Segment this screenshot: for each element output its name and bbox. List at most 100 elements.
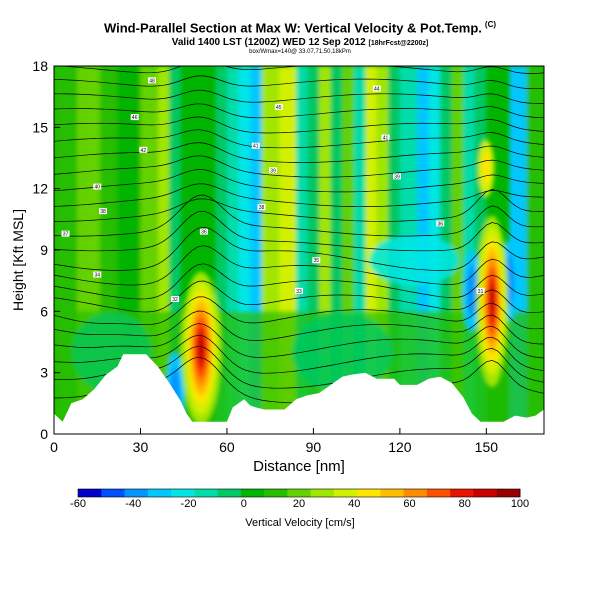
- theta-contour-line: [54, 323, 544, 359]
- theta-contour-line: [54, 194, 544, 237]
- theta-contour-label: 40: [93, 183, 102, 191]
- theta-contour-label: 39: [269, 167, 278, 174]
- contour-label-text: 40: [94, 185, 100, 191]
- colorbar-tick-label: 100: [511, 498, 529, 510]
- colorbar: -60 -40 -20 0 20 40 60 80 100: [70, 488, 529, 510]
- velocity-band: [296, 66, 308, 434]
- theta-contour-line: [54, 45, 544, 59]
- colorbar-tick-label: -60: [70, 498, 86, 510]
- velocity-band: [157, 66, 170, 434]
- colorbar-tick-label: 60: [403, 498, 415, 510]
- theta-contour-label: 31: [476, 287, 485, 295]
- contour-label-bg: [171, 296, 180, 303]
- colorbar-swatch: [310, 489, 335, 497]
- colorbar-swatch: [380, 489, 405, 497]
- y-tick-label: 6: [40, 303, 48, 319]
- velocity-band: [330, 66, 343, 434]
- velocity-band: [307, 66, 320, 434]
- theta-contour-line: [54, 116, 544, 134]
- contour-label-bg: [274, 103, 283, 110]
- colorbar-swatch: [403, 489, 428, 497]
- contour-label-text: 37: [63, 232, 69, 238]
- colorbar-frame: [77, 488, 521, 498]
- x-tick-label: 120: [388, 439, 412, 455]
- colorbar-swatch: [426, 489, 451, 497]
- contour-label-text: 45: [276, 105, 282, 111]
- velocity-band: [342, 66, 354, 434]
- contour-label-text: 38: [100, 209, 106, 215]
- colorbar-tick-label: 20: [293, 498, 305, 510]
- theta-contour-line: [54, 280, 544, 314]
- contour-label-bg: [148, 77, 156, 84]
- velocity-band: [319, 66, 331, 434]
- chart-title: Wind-Parallel Section at Max W: Vertical…: [103, 20, 497, 36]
- colorbar-tick-label: 40: [348, 498, 360, 510]
- theta-contour-line: [54, 103, 544, 119]
- contour-label-text: 34: [94, 273, 100, 279]
- contour-label-text: 31: [478, 289, 484, 295]
- contour-label-text: 38: [259, 205, 265, 211]
- theta-contour-line: [54, 310, 544, 345]
- theta-contour-line: [54, 75, 544, 90]
- colorbar-swatch: [217, 489, 242, 497]
- velocity-band: [353, 66, 366, 434]
- colorbar-tick-label: 80: [459, 498, 471, 510]
- contour-label-bg: [93, 183, 102, 190]
- colorbar-swatch: [496, 489, 521, 497]
- colorbar-swatch: [171, 489, 195, 497]
- y-axis-label: Height [Kft MSL]: [10, 209, 26, 311]
- contour-label-text: 32: [172, 297, 178, 303]
- y-tick-label: 15: [32, 119, 48, 135]
- contour-label-bg: [436, 220, 445, 227]
- y-axis-label-box: Height [Kft MSL]: [8, 209, 28, 311]
- theta-contour-line: [54, 296, 544, 330]
- contour-label-bg: [393, 173, 401, 180]
- terrain-mask: [54, 354, 544, 434]
- theta-contour-line: [54, 169, 544, 193]
- colorbar-label: Vertical Velocity [cm/s]: [245, 517, 355, 529]
- theta-contour-line: [54, 263, 544, 300]
- colorbar-swatch: [240, 489, 265, 497]
- contour-label-bg: [372, 85, 381, 92]
- contour-label-text: 35: [314, 258, 320, 264]
- theta-contour-line: [54, 226, 544, 271]
- velocity-band: [292, 312, 393, 393]
- x-tick-label: 0: [50, 439, 58, 455]
- updraft-ring: [198, 334, 204, 362]
- contour-label-text: 33: [296, 289, 302, 295]
- colorbar-tick-label: -40: [125, 498, 141, 510]
- colorbar-swatch: [264, 489, 288, 497]
- theta-contour-label: 46: [130, 114, 139, 121]
- theta-contour-label: 36: [436, 220, 445, 227]
- theta-contour-label: 39: [393, 173, 401, 180]
- colorbar-swatch: [194, 489, 219, 497]
- theta-contour-label: 35: [312, 257, 321, 264]
- x-axis: 0 30 60 90 120 150: [50, 428, 498, 455]
- updraft-ring: [489, 285, 495, 317]
- theta-contour-label: 38: [99, 208, 107, 215]
- theta-contour-label: 37: [61, 230, 70, 238]
- velocity-band: [451, 66, 464, 434]
- x-axis-label: Distance [nm]: [253, 458, 345, 475]
- copyright-symbol: (C): [484, 20, 497, 29]
- contour-label-bg: [295, 287, 303, 294]
- contour-label-bg: [93, 271, 102, 278]
- contour-label-bg: [381, 134, 390, 141]
- colorbar-swatch: [357, 489, 381, 497]
- theta-contour-label: 38: [257, 204, 266, 211]
- chart-info-line: box/Wmax=140@ 33.07,71.50,18kPm: [249, 49, 351, 55]
- colorbar-swatch: [473, 489, 498, 497]
- y-tick-label: 3: [40, 365, 48, 381]
- theta-contour-label: 42: [139, 146, 148, 154]
- theta-contour-line: [54, 89, 544, 104]
- contour-label-text: 41: [253, 144, 259, 150]
- velocity-band: [238, 66, 250, 434]
- theta-contour-label: 44: [372, 85, 381, 92]
- x-tick-label: 30: [133, 439, 149, 455]
- colorbar-swatch: [450, 489, 474, 497]
- velocity-band: [482, 152, 491, 185]
- theta-contour-label: 34: [93, 271, 102, 279]
- theta-contour-label: 33: [295, 287, 303, 295]
- contour-label-text: 41: [383, 136, 389, 142]
